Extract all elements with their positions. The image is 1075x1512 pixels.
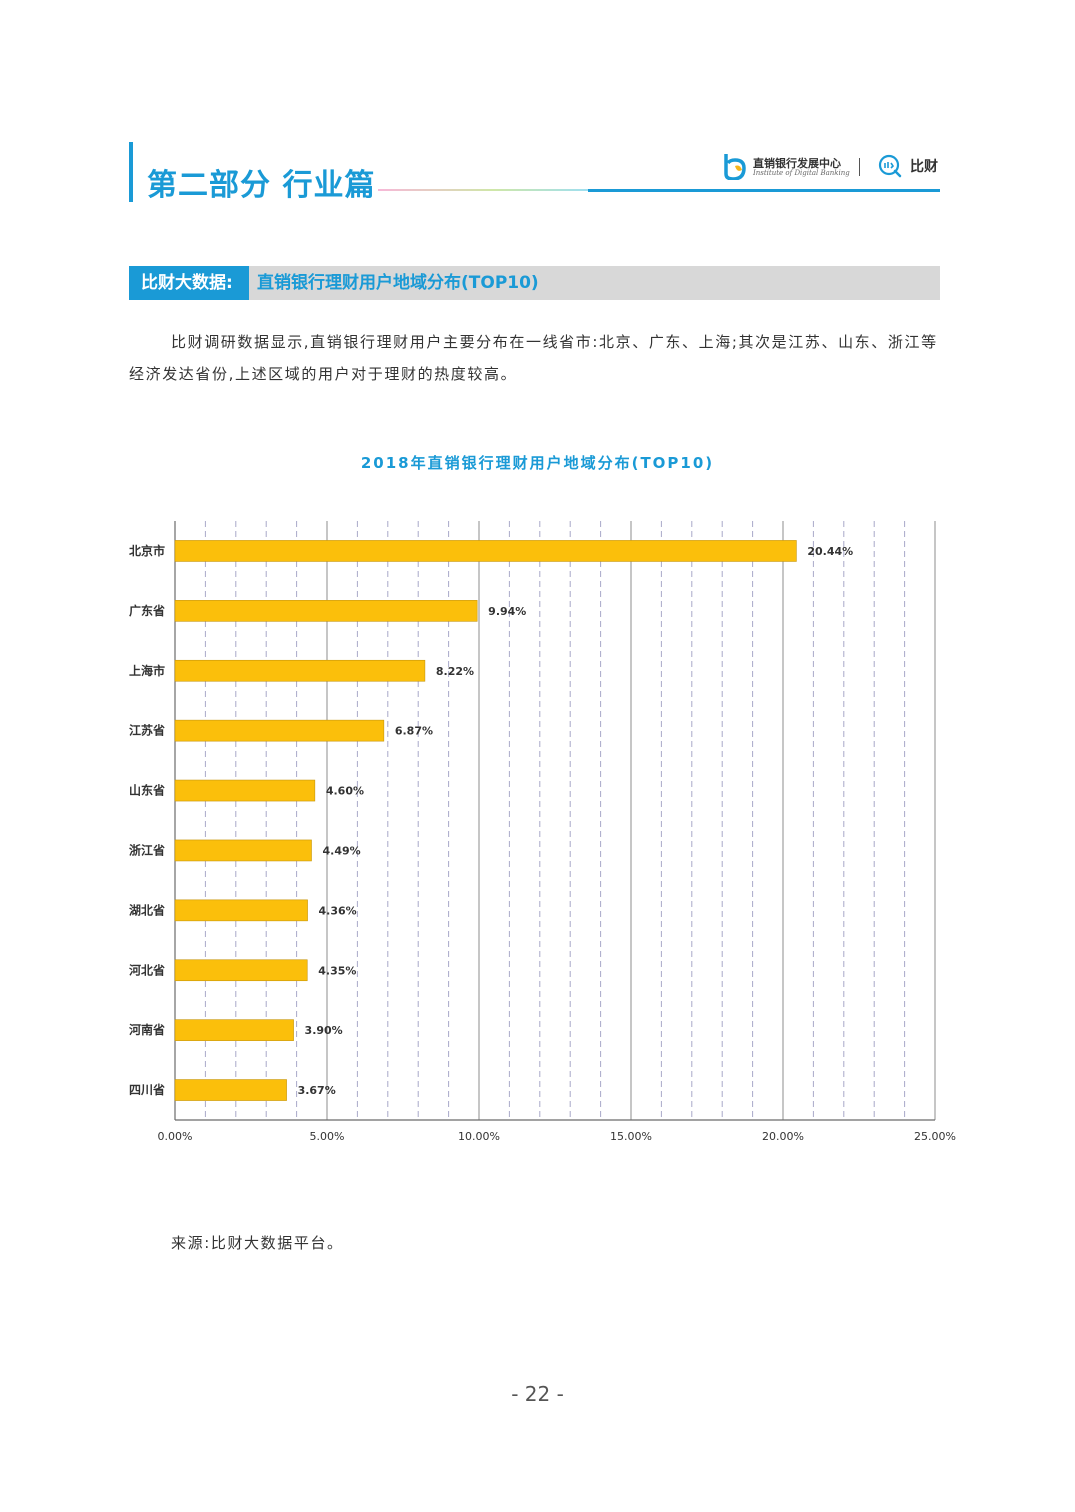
header-gradient-line [378, 189, 588, 191]
logo-chinese-name: 直销银行发展中心 [753, 157, 841, 170]
header-logos: 直销银行发展中心 Institute of Digital Banking 比财 [722, 150, 940, 182]
bar [174, 899, 308, 922]
value-label: 4.35% [318, 964, 356, 977]
banner-title: 直销银行理财用户地域分布(TOP10) [257, 273, 539, 293]
bar [174, 779, 316, 802]
bar [174, 600, 478, 622]
brand-name: 比财 [910, 159, 938, 175]
page-number: - 22 - [511, 1382, 564, 1406]
value-label: 20.44% [807, 545, 853, 558]
x-tick-label: 5.00% [310, 1130, 345, 1143]
header-accent-line [588, 189, 940, 192]
x-tick-label: 15.00% [610, 1130, 652, 1143]
x-tick-label: 20.00% [762, 1130, 804, 1143]
bar [174, 719, 385, 742]
category-label: 江苏省 [129, 723, 165, 738]
section-accent-bar [129, 142, 133, 202]
intro-paragraph: 比财调研数据显示,直销银行理财用户主要分布在一线省市:北京、广东、上海;其次是江… [129, 333, 938, 383]
logo-english-name: Institute of Digital Banking [753, 169, 850, 177]
x-tick-label: 0.00% [158, 1130, 193, 1143]
chart-title: 2018年直销银行理财用户地域分布(TOP10) [360, 454, 715, 472]
category-label: 四川省 [129, 1082, 165, 1097]
category-label: 上海市 [129, 663, 165, 678]
value-label: 4.60% [326, 785, 364, 798]
category-label: 广东省 [129, 603, 165, 618]
value-label: 3.90% [305, 1024, 343, 1037]
value-label: 9.94% [488, 605, 526, 618]
value-label: 3.67% [298, 1084, 336, 1097]
category-label: 北京市 [129, 543, 165, 558]
category-label: 河北省 [128, 962, 165, 977]
value-label: 6.87% [395, 725, 433, 738]
section-title: 第二部分 行业篇 [147, 168, 376, 203]
value-label: 8.22% [436, 665, 474, 678]
section-banner: 比财大数据: 直销银行理财用户地域分布(TOP10) [129, 266, 940, 300]
category-label: 浙江省 [129, 842, 165, 857]
category-label: 河南省 [128, 1022, 165, 1037]
category-label: 湖北省 [129, 902, 165, 917]
banner-tag: 比财大数据: [129, 266, 249, 300]
bar [174, 1019, 294, 1041]
value-label: 4.36% [319, 904, 357, 917]
bar [174, 540, 797, 562]
bar [174, 659, 426, 682]
x-tick-label: 25.00% [914, 1130, 956, 1143]
bar [174, 839, 312, 862]
source-note: 来源:比财大数据平台。 [171, 1234, 344, 1252]
category-label: 山东省 [129, 783, 165, 798]
bar [174, 1079, 287, 1101]
x-tick-label: 10.00% [458, 1130, 500, 1143]
bicai-logo-icon [878, 154, 902, 178]
direct-banking-logo-icon [724, 154, 746, 180]
value-label: 4.49% [322, 844, 360, 857]
logo-divider [859, 158, 860, 176]
bar [174, 959, 308, 982]
